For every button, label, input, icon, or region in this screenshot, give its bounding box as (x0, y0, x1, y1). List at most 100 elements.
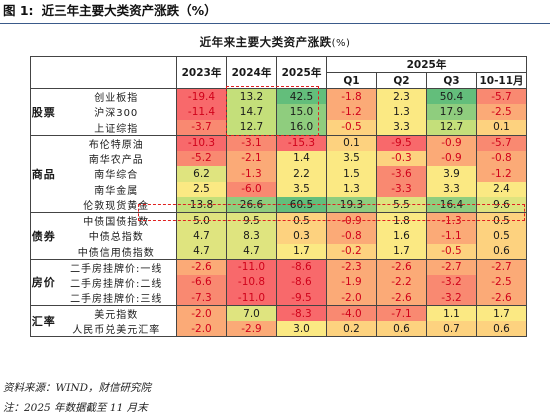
asset-name: 中债信用债指数 (56, 243, 177, 260)
value-cell: -3.7 (176, 119, 227, 136)
header-q1: Q1 (326, 72, 377, 89)
asset-name: 上证综指 (56, 119, 177, 136)
value-cell: -2.2 (376, 274, 427, 290)
value-cell: 0.5 (276, 212, 327, 228)
value-cell: -2.9 (226, 321, 277, 337)
value-cell: 14.7 (226, 104, 277, 120)
value-cell: 1.5 (326, 166, 377, 182)
value-cell: -9.5 (376, 134, 427, 151)
value-cell: -2.7 (426, 258, 477, 275)
header-2025-group: 2025年 (326, 56, 527, 73)
value-cell: -7.3 (176, 290, 227, 306)
value-cell: -1.2 (326, 104, 377, 120)
value-cell: 3.0 (276, 321, 327, 337)
value-cell: -2.6 (176, 258, 227, 275)
value-cell: 0.7 (426, 321, 477, 337)
value-cell: -5.7 (476, 88, 527, 104)
value-cell: 4.7 (176, 243, 227, 260)
value-cell: -2.6 (376, 258, 427, 275)
value-cell: 0.5 (476, 228, 527, 244)
value-cell: 1.7 (276, 243, 327, 260)
value-cell: 1.7 (476, 305, 527, 321)
value-cell: 0.1 (326, 134, 377, 151)
table-row: 商品 布伦特原油 -10.3 -3.1 -15.3 0.1 -9.5 -0.9 -5.7 (30, 134, 527, 213)
value-cell: 12.7 (426, 119, 477, 136)
asset-name: 美元指数 (56, 305, 177, 321)
value-cell: -3.2 (426, 274, 477, 290)
value-cell: -3.2 (426, 290, 477, 306)
value-cell: -2.6 (376, 290, 427, 306)
value-cell: -8.3 (276, 305, 327, 321)
value-cell: 15.0 (276, 104, 327, 120)
value-cell: -2.3 (326, 258, 377, 275)
value-cell: -11.0 (226, 258, 277, 275)
table-row: 南华综合 6.2 -1.3 2.2 1.5 -3.6 3.9 -1.2 (31, 166, 527, 182)
value-cell: 1.7 (376, 243, 427, 260)
table-row: 二手房挂牌价:二线 -6.6 -10.8 -8.6 -1.9 -2.2 -3.2 -2.5 (31, 274, 527, 290)
value-cell: -1.3 (426, 212, 477, 228)
table-row: 中债信用债指数 4.7 4.7 1.7 -0.2 1.7 -0.5 0.6 (31, 243, 527, 260)
value-cell: -2.7 (476, 258, 527, 275)
value-cell: 9.5 (226, 212, 277, 228)
value-cell: 3.5 (276, 181, 327, 197)
table-row: 沪深300 -11.4 14.7 15.0 -1.2 1.3 17.9 -2.5 (31, 104, 527, 120)
value-cell: -11.4 (176, 104, 227, 120)
value-cell: -1.8 (326, 88, 377, 104)
value-cell: -10.8 (226, 274, 277, 290)
value-cell: 0.1 (476, 119, 527, 136)
table-row: 股票 创业板指 -19.4 13.2 42.5 -1.8 2.3 50.4 -5.7 (30, 88, 527, 136)
asset-name: 二手房挂牌价:一线 (56, 258, 177, 275)
value-cell: 5.5 (376, 197, 427, 213)
asset-name: 布伦特原油 (56, 134, 177, 151)
table-row: 房价 二手房挂牌价:一线 -2.6 -11.0 -8.6 -2.3 -2.6 -2.7 -2.7 (30, 258, 527, 306)
value-cell: 12.7 (226, 119, 277, 136)
value-cell: 50.4 (426, 88, 477, 104)
group-label: 商品 (30, 134, 57, 213)
value-cell: 3.3 (376, 119, 427, 136)
value-cell: -6.6 (176, 274, 227, 290)
value-cell: 2.2 (276, 166, 327, 182)
value-cell: 1.6 (376, 228, 427, 244)
value-cell: 0.6 (476, 243, 527, 260)
table-row: 南华农产品 -5.2 -2.1 1.4 3.5 -0.3 -0.9 -0.8 (31, 150, 527, 166)
value-cell: 42.5 (276, 88, 327, 104)
value-cell: -1.1 (426, 228, 477, 244)
figure-caption: 图 1: 近三年主要大类资产涨跌（%） (0, 0, 550, 24)
asset-name: 南华农产品 (56, 150, 177, 166)
value-cell: -8.6 (276, 274, 327, 290)
value-cell: 17.9 (426, 104, 477, 120)
asset-name: 南华金属 (56, 181, 177, 197)
asset-name: 伦敦现货黄金 (56, 197, 177, 213)
table-row: 伦敦现货黄金 13.8 26.6 60.5 19.3 5.5 16.4 9.6 (31, 197, 527, 213)
value-cell: 4.7 (176, 228, 227, 244)
value-cell: -7.1 (376, 305, 427, 321)
asset-name: 二手房挂牌价:三线 (56, 290, 177, 306)
group-label: 债券 (30, 212, 57, 260)
value-cell: -19.4 (176, 88, 227, 104)
value-cell: 2.3 (376, 88, 427, 104)
value-cell: -2.0 (176, 321, 227, 337)
value-cell: -11.0 (226, 290, 277, 306)
source-note: 资料来源：WIND，财信研究院 (3, 382, 152, 394)
value-cell: -2.0 (326, 290, 377, 306)
asset-name: 创业板指 (56, 88, 177, 104)
value-cell: 9.6 (476, 197, 527, 213)
header-q3: Q3 (426, 72, 477, 89)
value-cell: -6.0 (226, 181, 277, 197)
value-cell: -15.3 (276, 134, 327, 151)
asset-name: 人民币兑美元汇率 (56, 321, 177, 337)
value-cell: 1.4 (276, 150, 327, 166)
table-unit: (%) (331, 38, 351, 49)
group-label: 汇率 (30, 305, 57, 337)
value-cell: -1.2 (476, 166, 527, 182)
value-cell: 1.3 (376, 104, 427, 120)
value-cell: 19.3 (326, 197, 377, 213)
value-cell: 8.3 (226, 228, 277, 244)
table-row: 上证综指 -3.7 12.7 16.0 -0.5 3.3 12.7 0.1 (31, 119, 527, 136)
value-cell: -3.3 (376, 181, 427, 197)
figure-number: 图 1: (3, 3, 34, 18)
value-cell: 0.6 (476, 321, 527, 337)
value-cell: -2.1 (226, 150, 277, 166)
value-cell: -0.8 (326, 228, 377, 244)
value-cell: 60.5 (276, 197, 327, 213)
